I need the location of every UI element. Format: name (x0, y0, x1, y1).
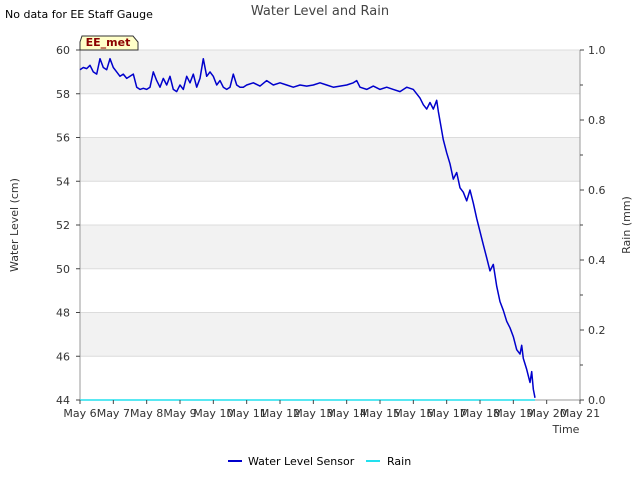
y-axis-right-ticks: 0.0 0.2 0.4 0.6 0.8 1.0 (580, 44, 606, 407)
y-left-tick-label: 48 (56, 307, 70, 320)
x-tick-label: May 17 (427, 407, 467, 420)
x-tick-label: May 6 (63, 407, 96, 420)
chart-title: Water Level and Rain (251, 4, 389, 19)
x-tick-label: May 19 (493, 407, 533, 420)
x-tick-label: May 13 (293, 407, 333, 420)
plot-band (80, 225, 580, 269)
x-tick-label: May 16 (393, 407, 433, 420)
y-left-tick-label: 44 (56, 394, 70, 407)
y-right-tick-label: 0.6 (588, 184, 606, 197)
plot-bands (80, 50, 580, 357)
x-tick-label: May 8 (130, 407, 163, 420)
corner-note: No data for EE Staff Gauge (5, 8, 153, 21)
y-left-tick-label: 60 (56, 44, 70, 57)
y-right-tick-label: 0.0 (588, 394, 606, 407)
y-right-tick-label: 0.2 (588, 324, 606, 337)
plot-band (80, 312, 580, 357)
x-tick-label: May 21 (560, 407, 600, 420)
x-axis-label: Time (552, 423, 580, 436)
x-tick-label: May 10 (193, 407, 233, 420)
y-left-tick-label: 56 (56, 132, 70, 145)
series-layer (79, 57, 536, 401)
x-tick-label: May 12 (260, 407, 300, 420)
y-left-tick-label: 52 (56, 219, 70, 232)
y-left-tick-label: 50 (56, 263, 70, 276)
y-axis-right-label: Rain (mm) (620, 196, 633, 254)
y-left-tick-label: 54 (56, 175, 70, 188)
legend: Water Level Sensor Rain (228, 455, 411, 468)
y-right-tick-label: 1.0 (588, 44, 606, 57)
y-right-tick-label: 0.8 (588, 114, 606, 127)
station-label-box: EE_met (79, 35, 139, 51)
gridlines (80, 49, 580, 401)
y-left-tick-label: 46 (56, 350, 70, 363)
y-right-tick-label: 0.4 (588, 254, 606, 267)
plot-band (80, 137, 580, 182)
x-tick-label: May 18 (460, 407, 500, 420)
station-label: EE_met (86, 36, 131, 49)
y-axis-left-ticks: 44 46 48 50 52 54 56 58 60 (56, 44, 80, 407)
x-tick-label: May 20 (527, 407, 567, 420)
x-tick-label: May 14 (327, 407, 367, 420)
y-axis-left-label: Water Level (cm) (8, 178, 21, 272)
x-tick-label: May 9 (163, 407, 196, 420)
legend-label-rain: Rain (387, 455, 411, 468)
plot-band (80, 50, 580, 94)
legend-label-water-level: Water Level Sensor (248, 455, 355, 468)
series-line-water-level-sensor (79, 57, 536, 398)
x-tick-label: May 11 (227, 407, 267, 420)
y-left-tick-label: 58 (56, 88, 70, 101)
x-tick-label: May 7 (97, 407, 130, 420)
x-tick-label: May 15 (360, 407, 400, 420)
